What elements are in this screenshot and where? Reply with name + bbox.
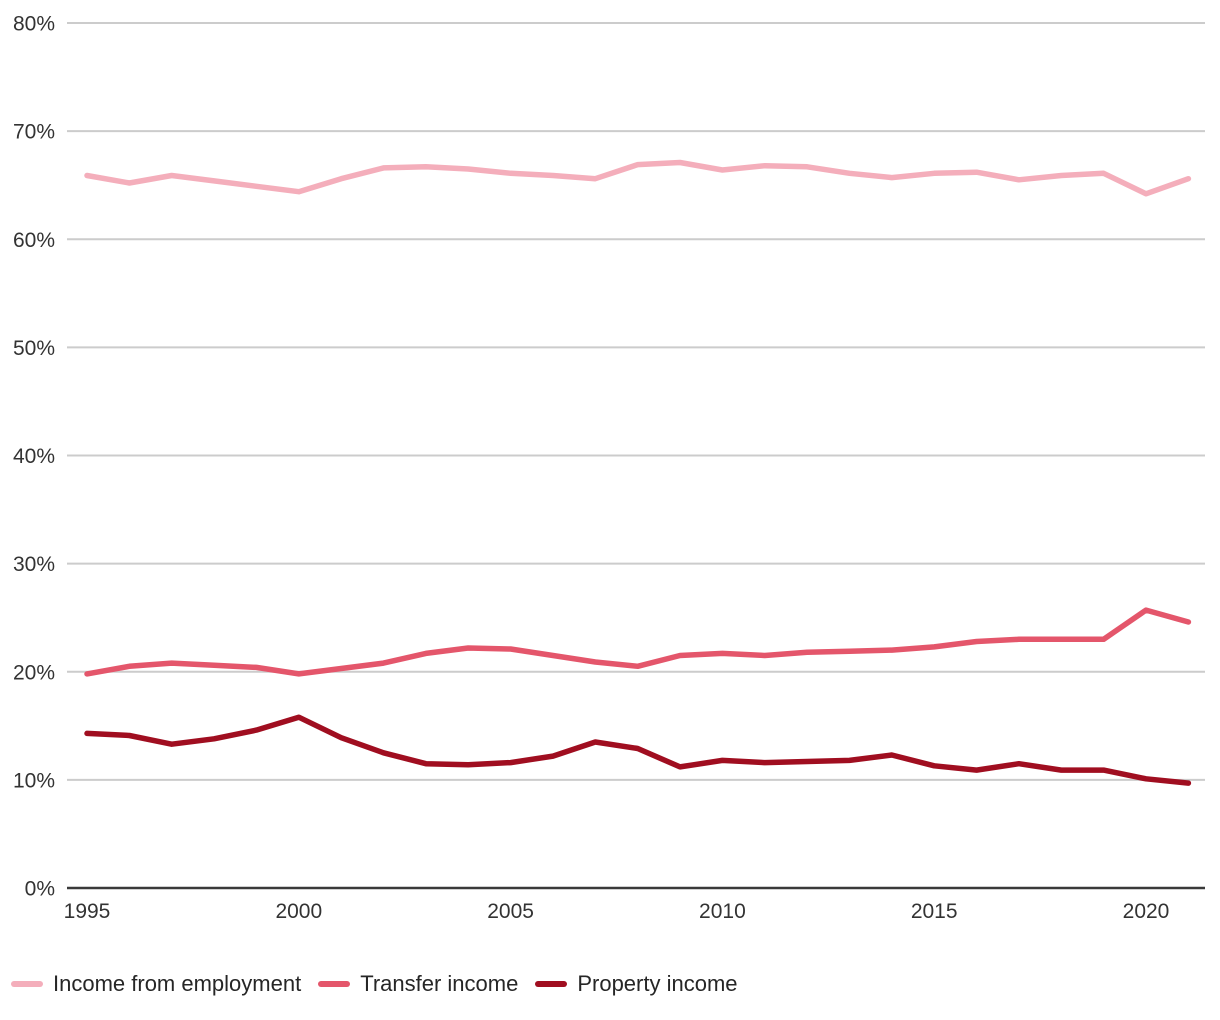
legend-item-income-from-employment[interactable]: Income from employment xyxy=(11,970,301,998)
legend-swatch-income-from-employment-icon xyxy=(11,981,43,987)
series-line-income-from-employment[interactable] xyxy=(84,159,1192,197)
legend-label-transfer-income: Transfer income xyxy=(360,971,519,996)
y-tick-label-40%: 40% xyxy=(13,445,55,468)
series-line-property-income[interactable] xyxy=(84,714,1192,786)
chart-plot-area: 0% 10% 20% 30% 40% 50% 60% 70% 80% 1995 2000 2005 20… xyxy=(13,13,1205,923)
y-tick-label-50%: 50% xyxy=(13,337,55,360)
y-tick-label-10%: 10% xyxy=(13,769,55,792)
y-tick-label-30%: 30% xyxy=(13,553,55,576)
x-tick-label-1995: 1995 xyxy=(64,900,111,923)
x-tick-label-2005: 2005 xyxy=(487,900,534,923)
y-tick-label-0%: 0% xyxy=(25,878,55,901)
x-tick-label-2010: 2010 xyxy=(699,900,746,923)
y-tick-label-80%: 80% xyxy=(13,13,55,36)
legend-swatch-property-income-icon xyxy=(535,981,568,987)
x-tick-label-2020: 2020 xyxy=(1123,900,1170,923)
legend-label-property-income: Property income xyxy=(577,971,738,996)
legend-swatch-transfer-income-icon xyxy=(318,981,351,987)
x-tick-label-2015: 2015 xyxy=(911,900,958,923)
legend-item-property-income[interactable]: Property income xyxy=(535,970,738,998)
x-tick-label-2000: 2000 xyxy=(275,900,322,923)
legend-label-income-from-employment: Income from employment xyxy=(53,971,302,996)
y-tick-label-70%: 70% xyxy=(13,121,55,144)
chart-legend: Income from employment Transfer income P… xyxy=(0,970,1220,998)
y-tick-label-60%: 60% xyxy=(13,229,55,252)
legend-item-transfer-income[interactable]: Transfer income xyxy=(318,970,518,998)
series-line-transfer-income[interactable] xyxy=(84,607,1192,677)
y-tick-label-20%: 20% xyxy=(13,661,55,684)
